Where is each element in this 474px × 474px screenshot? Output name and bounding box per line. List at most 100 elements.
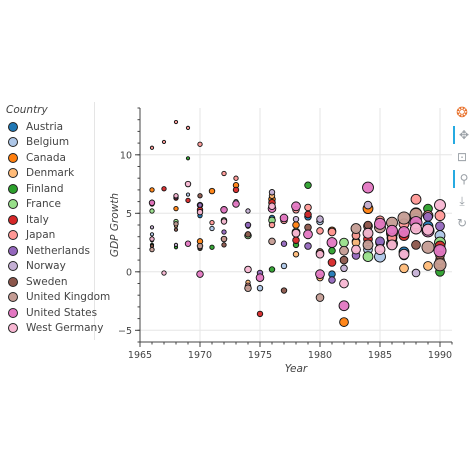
point-sweden[interactable] [244, 231, 252, 238]
point-united-states[interactable] [279, 213, 289, 223]
point-united-states[interactable] [386, 224, 398, 237]
point-canada[interactable] [292, 221, 300, 229]
point-west-germany[interactable] [422, 223, 434, 236]
point-united-states[interactable] [148, 199, 156, 206]
point-united-states[interactable] [338, 300, 350, 312]
point-canada[interactable] [208, 187, 216, 195]
point-west-germany[interactable] [149, 236, 155, 242]
legend-item-united-kingdom[interactable]: United Kingdom [8, 290, 110, 305]
point-sweden[interactable] [280, 287, 288, 294]
point-united-states[interactable] [303, 229, 313, 240]
point-japan[interactable] [221, 170, 227, 177]
point-canada[interactable] [149, 187, 155, 193]
point-united-states[interactable] [291, 201, 301, 212]
point-norway[interactable] [340, 264, 348, 273]
point-united-states[interactable] [315, 269, 325, 279]
point-japan[interactable] [304, 203, 312, 212]
legend-item-denmark[interactable]: Denmark [8, 166, 74, 181]
point-italy[interactable] [304, 210, 312, 219]
point-italy[interactable] [292, 236, 300, 244]
point-netherlands[interactable] [244, 221, 252, 229]
point-united-kingdom[interactable] [433, 258, 447, 272]
point-sweden[interactable] [173, 227, 179, 232]
point-japan[interactable] [410, 193, 422, 205]
point-united-states[interactable] [398, 226, 410, 238]
point-japan[interactable] [185, 125, 191, 130]
point-west-germany[interactable] [386, 239, 398, 251]
point-west-germany[interactable] [184, 180, 192, 188]
point-denmark[interactable] [292, 251, 300, 258]
point-sweden[interactable] [221, 242, 227, 248]
point-finland[interactable] [185, 156, 191, 161]
point-west-germany[interactable] [291, 228, 301, 238]
point-sweden[interactable] [197, 193, 203, 199]
point-west-germany[interactable] [220, 218, 228, 225]
point-netherlands[interactable] [221, 229, 227, 235]
point-japan[interactable] [173, 119, 179, 125]
point-west-germany[interactable] [362, 227, 374, 239]
point-united-kingdom[interactable] [244, 284, 252, 292]
legend-item-canada[interactable]: Canada [8, 150, 66, 165]
point-west-germany[interactable] [173, 193, 179, 199]
save-tool-icon[interactable]: ⤓ [459, 193, 465, 208]
point-netherlands[interactable] [423, 211, 433, 222]
point-japan[interactable] [197, 141, 203, 147]
point-west-germany[interactable] [268, 202, 276, 211]
point-norway[interactable] [149, 225, 155, 230]
point-belgium[interactable] [209, 225, 215, 232]
point-united-kingdom[interactable] [149, 246, 155, 253]
point-west-germany[interactable] [374, 244, 386, 255]
point-norway[interactable] [173, 242, 179, 247]
point-norway[interactable] [316, 215, 324, 223]
point-west-germany[interactable] [196, 208, 204, 216]
point-italy[interactable] [256, 310, 264, 318]
point-finland[interactable] [268, 266, 276, 273]
point-norway[interactable] [411, 268, 421, 278]
point-united-states[interactable] [196, 270, 204, 278]
point-japan[interactable] [316, 227, 324, 235]
point-united-states[interactable] [433, 244, 447, 258]
point-united-kingdom[interactable] [173, 221, 179, 227]
point-japan[interactable] [149, 145, 155, 150]
point-west-germany[interactable] [351, 244, 361, 255]
point-belgium[interactable] [149, 232, 155, 237]
point-france[interactable] [339, 237, 349, 248]
point-west-germany[interactable] [244, 265, 252, 274]
point-netherlands[interactable] [435, 221, 445, 232]
point-japan[interactable] [209, 220, 215, 226]
point-united-states[interactable] [374, 217, 386, 230]
point-norway[interactable] [363, 200, 373, 210]
point-belgium[interactable] [256, 284, 264, 292]
legend-item-italy[interactable]: Italy [8, 212, 49, 227]
point-france[interactable] [362, 251, 374, 262]
point-japan[interactable] [233, 175, 239, 181]
legend-item-finland[interactable]: Finland [8, 181, 64, 196]
point-italy[interactable] [185, 197, 191, 204]
point-finland[interactable] [304, 181, 312, 189]
point-west-germany[interactable] [315, 249, 325, 259]
box-zoom-tool-icon[interactable]: ⊡ [456, 150, 468, 164]
point-finland[interactable] [209, 244, 215, 250]
point-belgium[interactable] [280, 262, 288, 270]
point-netherlands[interactable] [328, 276, 336, 284]
point-norway[interactable] [268, 189, 276, 196]
hover-tool-icon[interactable]: ⚲ [453, 170, 473, 188]
point-japan[interactable] [327, 227, 337, 237]
point-netherlands[interactable] [304, 242, 312, 250]
point-netherlands[interactable] [280, 240, 288, 247]
point-united-kingdom[interactable] [362, 239, 374, 251]
point-united-kingdom[interactable] [315, 293, 325, 302]
point-united-states[interactable] [232, 200, 240, 208]
point-united-kingdom[interactable] [421, 240, 435, 254]
point-sweden[interactable] [339, 255, 349, 265]
legend-item-west-germany[interactable]: West Germany [8, 321, 103, 336]
point-france[interactable] [149, 208, 155, 214]
point-united-states[interactable] [184, 240, 192, 247]
point-italy[interactable] [232, 186, 240, 194]
point-united-states[interactable] [362, 181, 374, 194]
point-japan[interactable] [161, 139, 167, 145]
legend-item-netherlands[interactable]: Netherlands [8, 243, 90, 258]
point-japan[interactable] [434, 210, 446, 222]
point-united-states[interactable] [326, 237, 338, 248]
point-denmark[interactable] [423, 261, 433, 271]
